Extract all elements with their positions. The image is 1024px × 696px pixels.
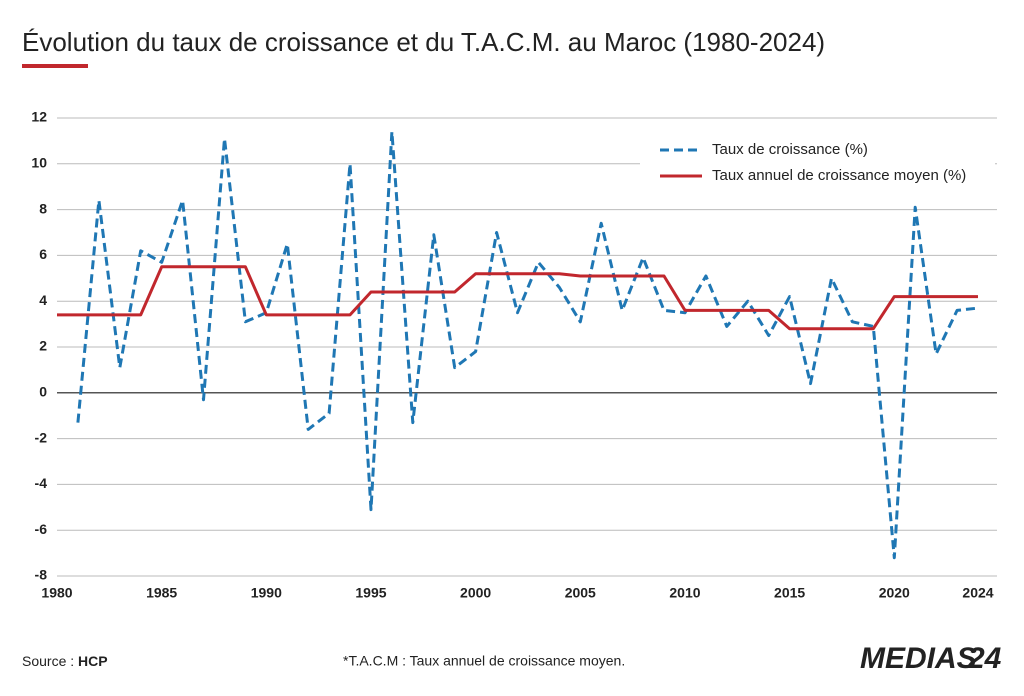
title-underline (22, 64, 88, 68)
y-tick-label: -2 (35, 429, 48, 445)
y-tick-label: 6 (39, 246, 47, 262)
x-tick-label: 1985 (146, 585, 177, 601)
y-tick-label: 2 (39, 338, 47, 354)
x-tick-label: 2015 (774, 585, 805, 601)
x-tick-label: 2010 (669, 585, 700, 601)
series-line (57, 265, 978, 331)
y-tick-label: 10 (31, 155, 47, 171)
y-tick-label: 8 (39, 200, 47, 216)
x-tick-label: 2020 (879, 585, 910, 601)
y-tick-label: 0 (39, 384, 47, 400)
y-tick-label: -4 (35, 475, 48, 491)
source-name: HCP (78, 653, 108, 669)
chart-title: Évolution du taux de croissance et du T.… (22, 27, 825, 57)
source-label: Source : (22, 653, 78, 669)
y-tick-label: 4 (39, 292, 47, 308)
footnote: *T.A.C.M : Taux annuel de croissance moy… (343, 653, 625, 669)
y-tick-label: -8 (35, 567, 48, 583)
x-tick-label: 1980 (41, 585, 72, 601)
x-tick-label: 1990 (251, 585, 282, 601)
y-tick-label: 12 (31, 109, 47, 125)
x-tick-label: 1995 (355, 585, 386, 601)
x-tick-label: 2005 (565, 585, 596, 601)
series-line (76, 130, 979, 560)
legend-box (640, 136, 995, 192)
source: Source : HCP (22, 653, 108, 669)
y-tick-label: -6 (35, 521, 48, 537)
x-tick-label: 2024 (962, 585, 993, 601)
logo: MEDIAS (860, 642, 977, 675)
x-tick-label: 2000 (460, 585, 491, 601)
legend-label: Taux de croissance (%) (712, 141, 868, 158)
legend-label: Taux annuel de croissance moyen (%) (712, 167, 966, 184)
logo-number: 24 (967, 642, 1002, 675)
plot-area: -8 -6 -4 -2 0 2 4 6 8 10 12 1980 1985 1990 1995 2000 200… (31, 109, 997, 601)
